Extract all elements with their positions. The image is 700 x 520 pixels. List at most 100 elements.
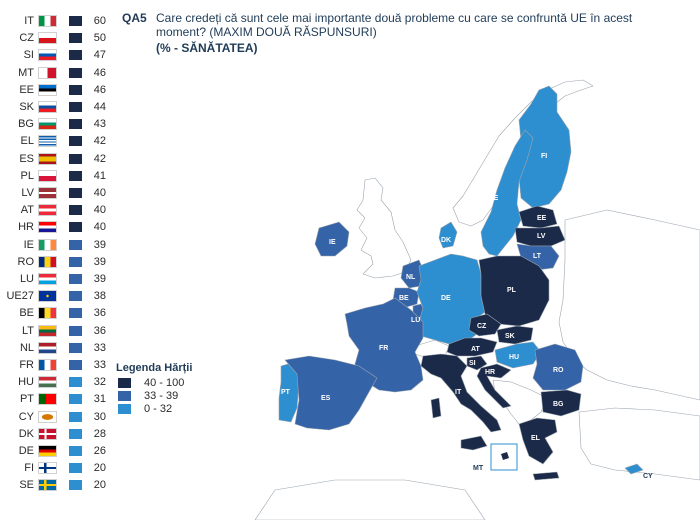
region-ro <box>532 343 584 391</box>
country-value: 20 <box>93 479 106 492</box>
region-crete <box>532 471 560 481</box>
value-band-swatch <box>69 222 82 233</box>
country-row-ie: IE 39 <box>0 237 112 253</box>
region-eastern-neighbours <box>558 209 700 401</box>
value-band-swatch <box>69 342 82 353</box>
country-row-pl: PL 41 <box>0 168 112 184</box>
region-ee <box>518 205 558 229</box>
country-row-dk: DK 28 <box>0 426 112 442</box>
legend-swatch <box>118 378 131 388</box>
country-value: 26 <box>93 445 106 457</box>
map-label-si: SI <box>469 360 476 367</box>
country-value: 41 <box>93 169 106 182</box>
country-value: 44 <box>93 101 106 113</box>
region-mt <box>501 452 509 460</box>
region-it <box>420 353 502 433</box>
value-band-swatch <box>69 67 82 78</box>
question-text: Care credeți că sunt cele mai importante… <box>156 11 633 39</box>
value-band-swatch <box>69 480 82 491</box>
value-band-swatch <box>69 136 82 147</box>
flag-mt-icon <box>38 66 57 79</box>
legend-item-low: 0 - 32 <box>116 403 226 416</box>
value-band-swatch <box>69 84 82 95</box>
country-value: 60 <box>93 15 106 27</box>
country-value: 39 <box>93 273 106 285</box>
map-label-es: ES <box>321 395 331 402</box>
question-id: QA5 <box>122 11 147 25</box>
map-label-lv: LV <box>537 233 546 240</box>
flag-lt-icon <box>38 324 57 337</box>
legend-swatch <box>118 391 131 401</box>
country-code: FI <box>24 462 34 475</box>
region-turkey <box>578 407 700 481</box>
country-code: UE27 <box>6 290 34 303</box>
flag-cy-icon <box>38 410 57 423</box>
value-band-swatch <box>69 188 82 198</box>
country-value: 20 <box>93 462 106 475</box>
region-north-africa <box>254 479 486 520</box>
country-value: 28 <box>93 427 106 440</box>
flag-nl-icon <box>38 341 57 354</box>
value-band-swatch <box>69 325 82 336</box>
country-value: 46 <box>93 83 106 96</box>
country-row-at: AT 40 <box>0 202 112 218</box>
map-label-hr: HR <box>485 369 495 376</box>
country-code: BE <box>19 307 34 320</box>
country-row-sk: SK 44 <box>0 99 112 115</box>
value-band-swatch <box>69 411 82 422</box>
value-band-swatch <box>69 153 82 164</box>
flag-ro-icon <box>38 255 57 268</box>
region-sardinia <box>430 397 442 419</box>
legend-title: Legenda Hărții <box>116 362 193 374</box>
flag-bg-icon <box>38 118 57 131</box>
map-label-cz: CZ <box>477 323 487 330</box>
flag-pt-icon <box>38 393 57 406</box>
country-row-si: SI 47 <box>0 47 112 63</box>
question-subtitle: (% - SĂNĂTATEA) <box>156 41 258 55</box>
country-value: 38 <box>93 290 106 303</box>
country-row-ee: EE 46 <box>0 82 112 98</box>
value-band-swatch <box>69 360 82 370</box>
value-band-swatch <box>69 50 82 61</box>
map-label-lt: LT <box>533 253 542 260</box>
region-cz <box>468 313 502 337</box>
flag-hu-icon <box>38 376 57 389</box>
country-code: NL <box>19 341 34 354</box>
country-row-it: IT 60 <box>0 13 112 29</box>
region-norway <box>452 79 594 227</box>
value-band-swatch <box>69 16 82 26</box>
country-code: RO <box>17 255 35 268</box>
region-se <box>480 129 534 257</box>
country-code: IE <box>23 238 34 251</box>
map-label-mt: MT <box>473 465 484 472</box>
flag-pl-icon <box>38 169 57 182</box>
map-label-bg: BG <box>553 401 564 408</box>
value-band-swatch <box>69 446 82 456</box>
map-label-hu: HU <box>509 354 519 361</box>
map-legend: Legenda Hărții 40 - 100 33 - 39 0 - 32 <box>116 362 226 416</box>
country-code: FR <box>19 359 34 371</box>
region-cy <box>624 463 644 475</box>
country-row-fr: FR 33 <box>0 357 112 373</box>
flag-at-icon <box>38 204 57 217</box>
value-band-swatch <box>69 394 82 405</box>
country-value: 42 <box>93 152 106 165</box>
country-value: 50 <box>93 32 106 45</box>
map-label-dk: DK <box>441 237 451 244</box>
region-el <box>518 417 558 465</box>
map-label-lu: LU <box>411 317 420 324</box>
value-band-swatch <box>69 291 82 302</box>
region-si <box>466 355 488 371</box>
flag-eu-icon <box>38 290 57 303</box>
country-value: 40 <box>93 221 106 234</box>
legend-swatch <box>118 404 131 414</box>
europe-map: FI SE EE LV LT DK IE NL BE LU DE PL CZ S… <box>254 79 700 520</box>
legend-label: 33 - 39 <box>144 390 179 402</box>
flag-it-icon <box>38 15 57 27</box>
value-band-swatch <box>69 274 82 284</box>
country-row-lv: LV 40 <box>0 185 112 201</box>
flag-ee-icon <box>38 83 57 96</box>
country-code: CY <box>18 410 34 423</box>
flag-se-icon <box>38 479 57 492</box>
country-value: 33 <box>93 341 106 354</box>
